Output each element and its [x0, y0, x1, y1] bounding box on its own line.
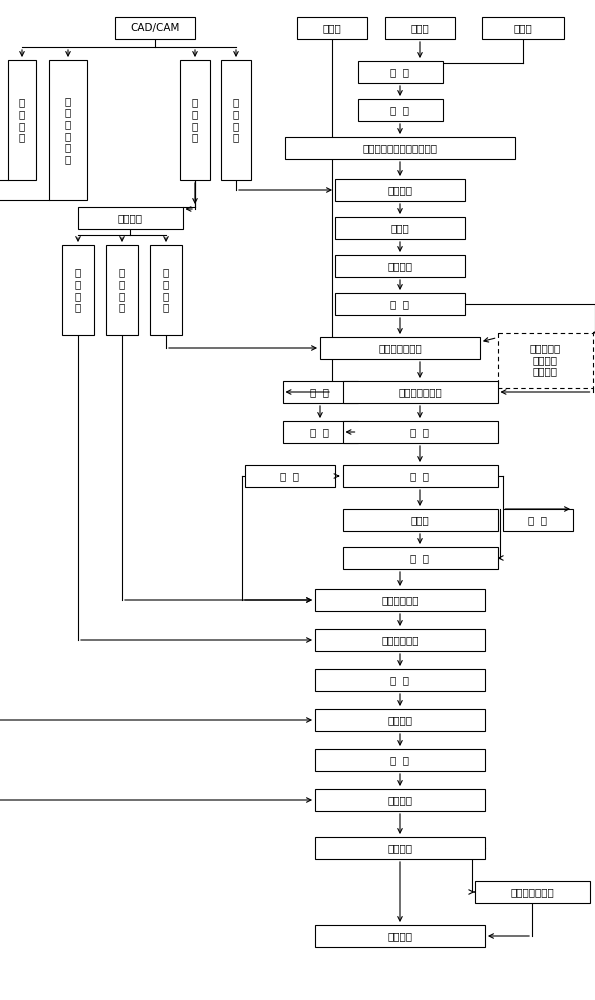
Bar: [315, 837, 485, 859]
Text: 阻
焊
图
形: 阻 焊 图 形: [119, 268, 125, 312]
Bar: [221, 60, 251, 180]
Bar: [335, 217, 465, 239]
Bar: [343, 421, 497, 443]
Bar: [343, 547, 497, 569]
Bar: [343, 381, 497, 403]
Text: 去毛刺: 去毛刺: [391, 223, 409, 233]
Text: 掩孔干膜法
制作画像
抗蚀图形: 掩孔干膜法 制作画像 抗蚀图形: [530, 343, 560, 377]
Text: 喷  锡: 喷 锡: [390, 675, 409, 685]
Text: 镀  金: 镀 金: [311, 427, 330, 437]
Bar: [180, 60, 210, 180]
Text: 蚀  刻: 蚀 刻: [411, 471, 430, 481]
Text: 孔金属化: 孔金属化: [387, 261, 412, 271]
Text: 制作抗电镀图形: 制作抗电镀图形: [378, 343, 422, 353]
Text: 打销钉孔与装销钉（钉板）: 打销钉孔与装销钉（钉板）: [362, 143, 437, 153]
Bar: [315, 669, 485, 691]
Text: 洗  板: 洗 板: [280, 471, 299, 481]
Bar: [320, 337, 480, 359]
Bar: [297, 17, 367, 39]
Bar: [503, 509, 573, 531]
Text: 镀锡或锡铅合金: 镀锡或锡铅合金: [398, 387, 442, 397]
Text: 丝印字符图形: 丝印字符图形: [381, 635, 419, 645]
Text: 通断测试: 通断测试: [387, 795, 412, 805]
Text: 光
绘
底
片: 光 绘 底 片: [192, 98, 198, 142]
Bar: [62, 245, 94, 335]
Text: 镀  镍: 镀 镍: [311, 387, 330, 397]
Text: 钻
孔
资
料: 钻 孔 资 料: [233, 98, 239, 142]
Text: 除覆耐热阻焊剂: 除覆耐热阻焊剂: [510, 887, 554, 897]
Text: 镀金板: 镀金板: [322, 23, 342, 33]
Bar: [335, 255, 465, 277]
Bar: [474, 881, 590, 903]
Bar: [358, 61, 443, 83]
Bar: [245, 465, 335, 487]
Bar: [482, 17, 564, 39]
Text: 磨  板: 磨 板: [390, 299, 409, 309]
Bar: [358, 99, 443, 121]
Text: 磨  板: 磨 板: [411, 553, 430, 563]
Text: 去  膜: 去 膜: [528, 515, 547, 525]
Bar: [315, 709, 485, 731]
Text: 包装入库: 包装入库: [387, 931, 412, 941]
Bar: [150, 245, 182, 335]
Bar: [315, 629, 485, 651]
Bar: [335, 293, 465, 315]
Bar: [343, 465, 497, 487]
Bar: [285, 137, 515, 159]
Bar: [283, 381, 358, 403]
Bar: [335, 179, 465, 201]
Text: 外形加工: 外形加工: [387, 715, 412, 725]
Text: 数控钻孔: 数控钻孔: [387, 185, 412, 195]
Bar: [8, 60, 36, 180]
Bar: [315, 589, 485, 611]
Text: 去  膜: 去 膜: [411, 427, 430, 437]
Text: 制作阻焊图形: 制作阻焊图形: [381, 595, 419, 605]
Text: 成品检验: 成品检验: [387, 843, 412, 853]
Bar: [77, 207, 183, 229]
Text: 清  洗: 清 洗: [390, 755, 409, 765]
Text: 裸铜板: 裸铜板: [513, 23, 533, 33]
Text: 烘  板: 烘 板: [390, 105, 409, 115]
Text: 针
床
资
料: 针 床 资 料: [19, 98, 25, 142]
Bar: [49, 60, 87, 200]
Bar: [343, 509, 497, 531]
Text: 网版制作: 网版制作: [117, 213, 142, 223]
Bar: [315, 749, 485, 771]
Text: 外
形
加
工
资
料: 外 形 加 工 资 料: [65, 96, 71, 164]
Text: CAD/CAM: CAD/CAM: [130, 23, 180, 33]
Text: 开  料: 开 料: [390, 67, 409, 77]
Text: 线
路
图
形: 线 路 图 形: [163, 268, 169, 312]
Text: 喷锡板: 喷锡板: [411, 23, 430, 33]
Bar: [115, 17, 195, 39]
Bar: [106, 245, 138, 335]
Text: 字
符
图
形: 字 符 图 形: [75, 268, 81, 312]
Bar: [315, 925, 485, 947]
Bar: [283, 421, 358, 443]
Bar: [385, 17, 455, 39]
Bar: [315, 789, 485, 811]
Bar: [497, 332, 593, 387]
Text: 退铅锡: 退铅锡: [411, 515, 430, 525]
